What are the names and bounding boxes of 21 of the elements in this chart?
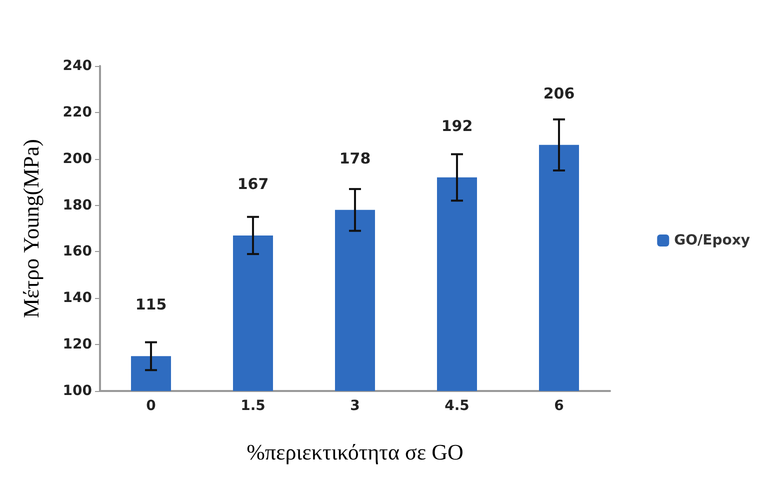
data-label: 192: [441, 116, 473, 135]
y-axis-title: Μέτρο Young(MPa): [18, 138, 44, 318]
y-tick-label: 140: [62, 290, 92, 306]
x-tick-label: 4.5: [444, 398, 470, 414]
data-label: 115: [135, 296, 167, 314]
data-label: 178: [339, 149, 371, 168]
data-label: 167: [237, 174, 269, 193]
x-tick-label: 6: [554, 398, 564, 414]
x-tick-label: 1.5: [240, 398, 266, 414]
y-tick-label: 100: [62, 383, 92, 399]
x-tick-label: 3: [350, 398, 360, 414]
y-tick-label: 240: [62, 58, 92, 74]
y-tick-label: 220: [62, 104, 92, 120]
legend-label: GO/Epoxy: [674, 232, 750, 248]
y-tick-label: 160: [62, 244, 92, 260]
x-tick-label: 0: [146, 398, 156, 414]
y-tick-label: 180: [62, 197, 92, 214]
data-label: 206: [543, 84, 575, 102]
y-tick-label: 120: [62, 336, 92, 353]
y-tick-label: 200: [62, 150, 92, 167]
x-axis-title: %περιεκτικότητα σε GO: [246, 440, 464, 464]
